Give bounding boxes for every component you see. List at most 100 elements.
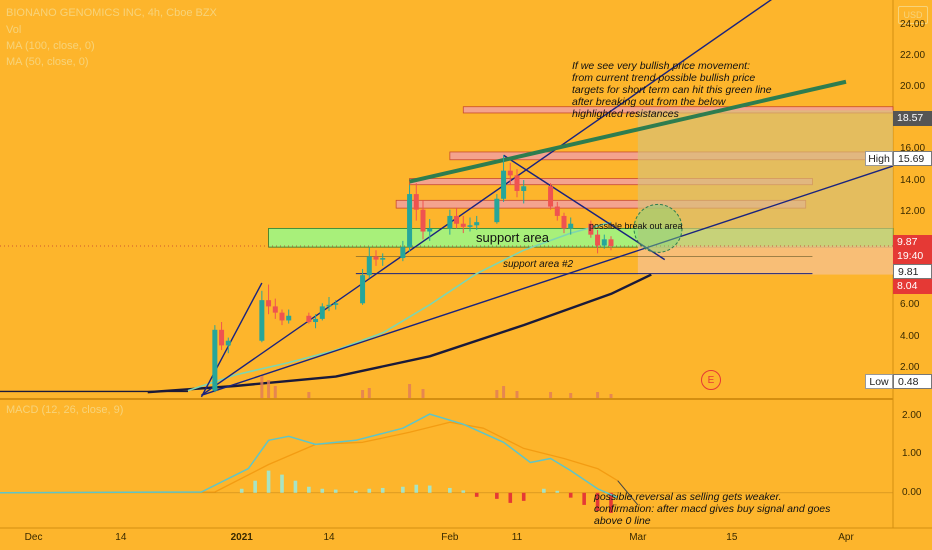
volume-bar [260,376,264,398]
green-target-line [409,79,847,184]
time-tick-label: 11 [511,532,523,543]
candle-body [427,228,433,232]
volume-bar [515,391,519,398]
time-tick-label: Apr [838,532,854,543]
macd-histogram-bar [595,492,600,511]
price-tick-label: 4.00 [900,330,920,342]
macd-legend: MACD (12, 26, close, 9) [6,404,124,416]
macd-pane-bg [0,400,932,520]
volume-bar [421,389,425,398]
breakout-area-label: possible break out area [589,221,683,231]
candle-body [225,340,231,346]
volume-bar [502,386,506,398]
candle-body [548,186,554,207]
candle-body [366,256,372,276]
candle-body [413,194,419,210]
volume-bar [367,388,371,398]
volume-bar [267,380,271,398]
last-price-tag: 9.87 [893,235,932,250]
macd-line [0,413,619,499]
trendline-left [200,282,263,398]
support-area-label: support area [476,230,549,245]
high-price-tag: 15.69 [893,151,932,166]
time-tick-label: 14 [323,532,335,543]
candle-body [521,186,527,191]
ma100-legend: MA (100, close, 0) [6,40,95,52]
time-tick-label: Dec [24,532,43,543]
macd-reversal-arrow [617,480,639,506]
time-tick-label: Feb [441,532,459,543]
macd-histogram-bar [542,488,546,493]
candle-body [313,318,319,322]
macd-histogram-bar [293,480,298,493]
price-tick-label: 24.00 [900,18,926,30]
ma50-value-tag: 9.81 [893,264,932,279]
macd-histogram-bar [414,484,419,493]
macd-histogram-bar [380,487,385,493]
macd-histogram-bar [266,470,271,493]
bullish-target-note: If we see very bullish price movement: f… [572,60,772,120]
candle-body [601,239,607,246]
currency-button[interactable]: USD [898,6,928,24]
price-tick-label: 2.00 [900,361,920,373]
candle-body [474,222,480,226]
high-label: High [865,151,893,166]
macd-tick-label: 2.00 [902,410,922,422]
candle-body [608,239,614,247]
volume-bar [569,393,573,398]
candle-body [447,215,453,229]
zone-target-5 [637,110,893,247]
macd-histogram-bar [427,485,432,493]
macd-histogram-bar [307,486,311,493]
price-tick-label: 6.00 [900,299,920,311]
candle-body [400,247,406,259]
candle-body [407,194,413,248]
volume-bar [273,386,277,398]
candle-body [333,303,339,305]
macd-histogram-bar [280,474,284,493]
macd-reversal-note: possible reversal as selling gets weaker… [594,491,831,527]
macd-histogram-bar [521,492,526,501]
candle-body [501,170,507,199]
candle-body [588,223,594,235]
candle-body [380,258,386,260]
ma100-value-tag: 8.04 [893,279,932,294]
ma50-line [187,221,612,392]
candle-body [561,215,567,229]
bar-countdown-tag: 19:40 [893,249,932,264]
candle-body [554,206,560,216]
ma100-line [147,273,652,394]
macd-histogram-bar [448,487,452,493]
trendline-lower [201,165,894,396]
price-tick-label: 12.00 [900,205,926,217]
macd-histogram-bar [582,492,586,505]
macd-histogram-bar [333,489,338,493]
low-price-tag: 0.48 [893,374,932,389]
candle-body [454,215,460,224]
candle-body [279,312,285,321]
candle-body [568,223,574,229]
macd-histogram-bar [568,492,573,498]
time-tick-label: 2021 [230,532,253,543]
zone-stop-6 [637,246,893,275]
ma50-legend: MA (50, close, 0) [6,56,89,68]
candle-body [272,306,278,313]
earnings-icon[interactable]: E [701,370,721,390]
volume-bar [307,392,311,398]
candle-body [494,198,500,223]
time-tick-label: 15 [726,532,738,543]
candle-body [212,329,218,391]
macd-histogram-bar [253,480,257,493]
candle-body [460,223,466,227]
time-tick-label: Mar [629,532,647,543]
candle-body [306,315,312,322]
target-price-tag: 18.57 [893,111,932,126]
macd-tick-label: 1.00 [902,448,922,460]
price-tick-label: 22.00 [900,49,926,61]
price-tick-label: 14.00 [900,174,926,186]
macd-histogram-bar [609,492,613,513]
volume-bar [495,390,499,398]
macd-histogram-bar [555,490,560,493]
candle-body [326,304,332,307]
